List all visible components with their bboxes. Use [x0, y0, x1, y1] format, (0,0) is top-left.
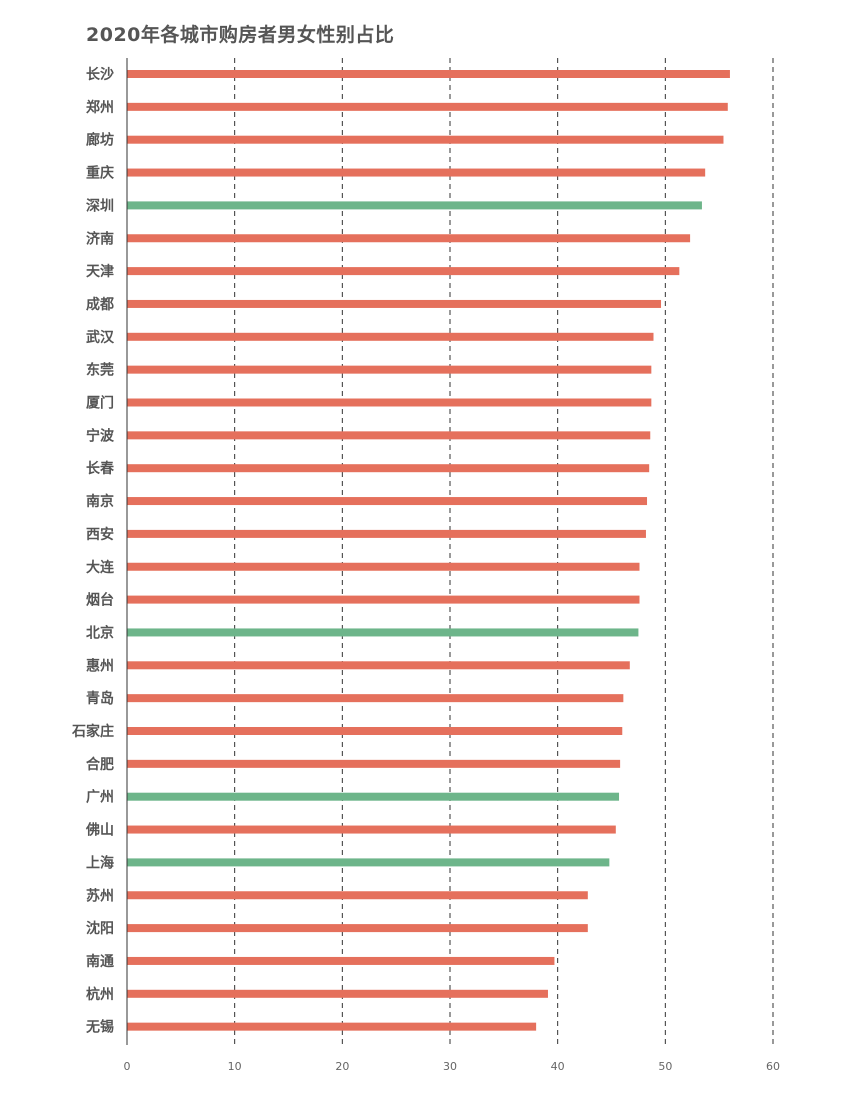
category-label: 南通: [86, 953, 114, 970]
category-label: 厦门: [86, 395, 114, 412]
category-label: 青岛: [86, 690, 114, 707]
category-label: 南京: [86, 493, 114, 510]
grid-lines: [234, 58, 774, 1045]
bar: [127, 201, 702, 210]
category-label: 东莞: [86, 362, 114, 379]
bar: [127, 891, 588, 900]
bar: [127, 168, 706, 177]
category-label: 成都: [86, 296, 114, 313]
category-label: 西安: [86, 526, 114, 543]
bar: [127, 562, 640, 571]
category-label: 合肥: [86, 756, 114, 773]
category-label: 北京: [86, 624, 114, 641]
bar: [127, 431, 651, 440]
bar: [127, 267, 680, 276]
category-label: 长沙: [86, 66, 114, 83]
category-label: 天津: [86, 263, 114, 280]
category-label: 郑州: [86, 99, 114, 116]
category-label: 大连: [86, 559, 115, 576]
x-tick-label: 50: [658, 1060, 672, 1073]
bar: [127, 299, 662, 308]
category-label: 烟台: [86, 592, 114, 609]
category-label: 沈阳: [86, 920, 114, 937]
bar: [127, 858, 610, 867]
category-label: 佛山: [85, 822, 114, 839]
bar: [127, 792, 620, 801]
bar: [127, 365, 652, 374]
category-label: 宁波: [86, 427, 115, 444]
category-label: 石家庄: [71, 723, 114, 740]
bar: [127, 727, 623, 735]
bar: [127, 759, 621, 768]
bar: [127, 102, 728, 111]
bar: [127, 529, 646, 538]
category-label: 深圳: [86, 197, 114, 214]
category-label: 长春: [86, 460, 115, 477]
x-axis: 0 10 20 30 40 50 60: [124, 58, 780, 1073]
category-label: 惠州: [86, 657, 114, 674]
bar: [127, 497, 648, 506]
bar: [127, 989, 548, 998]
x-tick-label: 40: [551, 1060, 565, 1073]
bar: [127, 924, 588, 933]
bar: [127, 464, 650, 473]
bar: [127, 825, 616, 834]
bars: [127, 70, 730, 1031]
category-label: 无锡: [85, 1019, 114, 1036]
bar: [127, 70, 730, 78]
category-label: 重庆: [86, 165, 114, 182]
bar: [127, 661, 630, 670]
bar: [127, 398, 652, 407]
bar: [127, 694, 624, 703]
category-labels: 长沙郑州廊坊重庆深圳济南天津成都武汉东莞厦门宁波长春南京西安大连烟台北京惠州青岛…: [71, 66, 115, 1036]
bar: [127, 135, 724, 144]
bar: [127, 956, 555, 965]
category-label: 廊坊: [86, 132, 114, 149]
bar: [127, 332, 654, 341]
x-tick-label: 20: [335, 1060, 349, 1073]
x-tick-label: 30: [443, 1060, 457, 1073]
x-tick-label: 10: [228, 1060, 242, 1073]
bar: [127, 628, 639, 637]
x-tick-label: 0: [124, 1060, 131, 1073]
category-label: 广州: [86, 789, 114, 806]
category-label: 上海: [86, 854, 114, 871]
chart-title: 2020年各城市购房者男女性别占比: [86, 24, 395, 46]
x-tick-label: 60: [766, 1060, 780, 1073]
bar: [127, 234, 691, 243]
bar: [127, 595, 640, 604]
category-label: 苏州: [86, 887, 114, 904]
category-label: 济南: [86, 230, 114, 247]
bar: [127, 1022, 537, 1031]
category-label: 杭州: [86, 986, 114, 1003]
category-label: 武汉: [86, 329, 115, 346]
